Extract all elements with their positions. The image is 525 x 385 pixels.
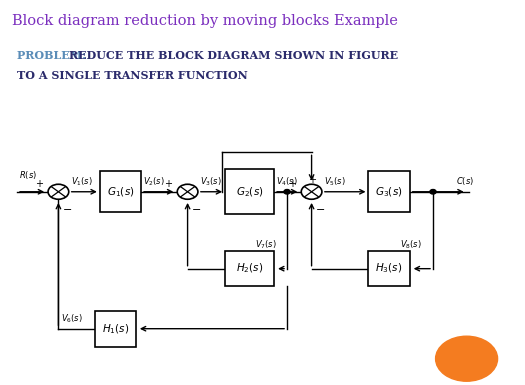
Text: PROBLEM:: PROBLEM: bbox=[17, 50, 90, 60]
Text: $-$: $-$ bbox=[191, 203, 201, 213]
Text: $H_1(s)$: $H_1(s)$ bbox=[102, 322, 129, 335]
Bar bbox=[94, 311, 136, 346]
Text: $V_4(s)$: $V_4(s)$ bbox=[276, 175, 298, 188]
Bar bbox=[369, 171, 410, 213]
Text: $V_6(s)$: $V_6(s)$ bbox=[61, 313, 83, 325]
Circle shape bbox=[48, 184, 69, 199]
Text: $C(s)$: $C(s)$ bbox=[456, 175, 474, 187]
Text: $V_7(s)$: $V_7(s)$ bbox=[255, 239, 277, 251]
Text: $G_2(s)$: $G_2(s)$ bbox=[236, 185, 264, 199]
Text: $G_1(s)$: $G_1(s)$ bbox=[107, 185, 134, 199]
Bar bbox=[225, 251, 274, 286]
Text: $-$: $-$ bbox=[61, 203, 71, 213]
Circle shape bbox=[430, 189, 436, 194]
Text: +: + bbox=[35, 179, 43, 189]
Bar bbox=[100, 171, 141, 213]
Circle shape bbox=[301, 184, 322, 199]
Text: TO A SINGLE TRANSFER FUNCTION: TO A SINGLE TRANSFER FUNCTION bbox=[17, 70, 248, 81]
Text: $V_1(s)$: $V_1(s)$ bbox=[71, 175, 93, 188]
Text: $G_3(s)$: $G_3(s)$ bbox=[375, 185, 403, 199]
Text: REDUCE THE BLOCK DIAGRAM SHOWN IN FIGURE: REDUCE THE BLOCK DIAGRAM SHOWN IN FIGURE bbox=[69, 50, 398, 60]
Text: $V_5(s)$: $V_5(s)$ bbox=[324, 175, 346, 188]
Text: $-$: $-$ bbox=[314, 203, 325, 213]
Text: $H_3(s)$: $H_3(s)$ bbox=[375, 262, 403, 276]
Bar bbox=[369, 251, 410, 286]
Text: $V_2(s)$: $V_2(s)$ bbox=[143, 175, 165, 188]
Circle shape bbox=[284, 189, 290, 194]
Text: +: + bbox=[164, 179, 172, 189]
Text: $H_2(s)$: $H_2(s)$ bbox=[236, 262, 263, 276]
Text: +: + bbox=[288, 179, 296, 189]
Text: $V_3(s)$: $V_3(s)$ bbox=[200, 175, 222, 188]
Circle shape bbox=[177, 184, 198, 199]
Text: $R(s)$: $R(s)$ bbox=[18, 169, 37, 181]
Text: Block diagram reduction by moving blocks Example: Block diagram reduction by moving blocks… bbox=[12, 14, 398, 28]
Text: $V_8(s)$: $V_8(s)$ bbox=[401, 239, 422, 251]
Circle shape bbox=[436, 336, 498, 381]
Text: $+$: $+$ bbox=[309, 174, 318, 185]
Bar bbox=[225, 169, 274, 214]
